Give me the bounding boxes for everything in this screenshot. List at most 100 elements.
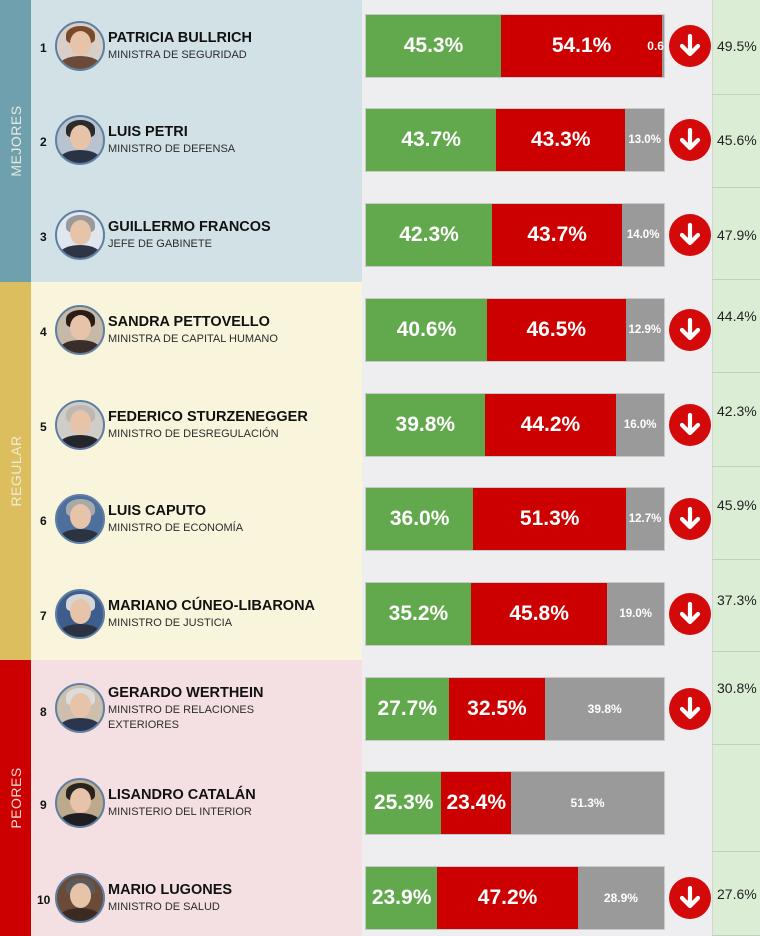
minister-row: 3 GUILLERMO FRANCOS JEFE DE GABINETE [31,200,362,270]
no-answer-segment: 12.7% [626,488,664,550]
rank-number: 5 [40,420,47,434]
minister-role: MINISTRO DE RELACIONES [108,704,255,716]
rank-number: 4 [40,325,47,339]
group-band-peores: PEORES [0,660,31,936]
approval-bar: 25.3% 23.4% 51.3% [365,771,665,835]
approve-segment: 35.2% [366,583,471,645]
group-band-mejores: MEJORES [0,0,31,282]
previous-approval-value: 47.9% [717,227,757,243]
avatar [55,210,105,260]
approval-bar: 36.0% 51.3% 12.7% [365,487,665,551]
rank-number: 7 [40,609,47,623]
approval-bar: 23.9% 47.2% 28.9% [365,866,665,930]
no-answer-segment: 51.3% [511,772,664,834]
avatar [55,683,105,733]
approve-segment: 39.8% [366,394,485,456]
minister-role: MINISTRO DE ECONOMÍA [108,522,244,534]
minister-role: MINISTRO DE DESREGULACIÓN [108,428,279,440]
trend-down-arrow-icon [669,498,711,540]
avatar [55,494,105,544]
approve-segment: 45.3% [366,15,501,77]
minister-name: SANDRA PETTOVELLO [108,314,270,330]
rank-number: 6 [40,514,47,528]
approve-segment: 25.3% [366,772,442,834]
approve-segment: 23.9% [366,867,438,929]
previous-approval-column [712,0,760,936]
disapprove-segment: 43.3% [496,109,626,171]
avatar [55,778,105,828]
minister-name: PATRICIA BULLRICH [108,30,252,46]
approval-bar: 40.6% 46.5% 12.9% [365,298,665,362]
no-answer-segment: 0.6 [647,15,664,77]
minister-row: 8 GERARDO WERTHEIN MINISTRO DE RELACIONES E… [31,674,362,744]
minister-role: MINISTRO DE JUSTICIA [108,617,233,629]
minister-row: 9 LISANDRO CATALÁN MINISTERIO DEL INTERIOR [31,768,362,838]
minister-name: LUIS PETRI [108,124,188,140]
disapprove-segment: 51.3% [473,488,627,550]
previous-approval-value: 44.4% [717,308,757,324]
disapprove-segment: 43.7% [492,204,623,266]
approve-segment: 43.7% [366,109,497,171]
avatar [55,21,105,71]
disapprove-segment: 47.2% [437,867,578,929]
previous-approval-value: 45.9% [717,497,757,513]
previous-cell: 47.9% [712,188,760,280]
trend-down-arrow-icon [669,214,711,256]
previous-approval-value: 27.6% [717,886,757,902]
minister-name: LUIS CAPUTO [108,503,207,519]
minister-role: MINISTRO DE DEFENSA [108,143,236,155]
previous-approval-value: 37.3% [717,592,757,608]
trend-down-arrow-icon [669,309,711,351]
minister-name: MARIO LUGONES [108,882,233,898]
avatar [55,873,105,923]
rank-number: 9 [40,798,47,812]
approval-bar: 35.2% 45.8% 19.0% [365,582,665,646]
rank-number: 8 [40,705,47,719]
minister-row: 4 SANDRA PETTOVELLO MINISTRA DE CAPITAL HU… [31,295,362,365]
approve-segment: 42.3% [366,204,493,266]
previous-cell: 42.3% [712,373,760,467]
minister-name: MARIANO CÚNEO-LIBARONA [108,598,316,614]
previous-cell [712,745,760,852]
disapprove-segment: 46.5% [486,299,626,361]
trend-down-arrow-icon [669,877,711,919]
minister-row: 2 LUIS PETRI MINISTRO DE DEFENSA [31,105,362,175]
group-label: REGULAR [7,435,24,507]
minister-row: 1 PATRICIA BULLRICH MINISTRA DE SEGURIDAD [31,11,362,81]
minister-role: MINISTRO DE SALUD [108,901,220,913]
approval-bar: 39.8% 44.2% 16.0% [365,393,665,457]
approve-segment: 27.7% [366,678,449,740]
trend-down-arrow-icon [669,119,711,161]
previous-cell: 37.3% [712,560,760,652]
minister-role: EXTERIORES [108,719,179,731]
minister-name: GUILLERMO FRANCOS [108,219,271,235]
trend-down-arrow-icon [669,404,711,446]
previous-cell: 44.4% [712,280,760,373]
minister-row: 5 FEDERICO STURZENEGGER MINISTRO DE DESREG… [31,390,362,460]
minister-row: 10 MARIO LUGONES MINISTRO DE SALUD [31,863,362,933]
previous-cell: 45.9% [712,467,760,560]
minister-name: LISANDRO CATALÁN [108,787,256,803]
approval-bar: 45.3%54.1%0.6 [365,14,665,78]
minister-role: MINISTERIO DEL INTERIOR [108,806,252,818]
group-label: MEJORES [7,105,24,177]
minister-role: MINISTRA DE CAPITAL HUMANO [108,333,278,345]
no-answer-segment: 12.9% [625,299,664,361]
rank-number: 1 [40,41,47,55]
trend-down-arrow-icon [669,593,711,635]
minister-name: GERARDO WERTHEIN [108,685,264,701]
minister-name: FEDERICO STURZENEGGER [108,409,308,425]
previous-approval-value: 42.3% [717,403,757,419]
previous-cell: 45.6% [712,95,760,188]
previous-cell: 27.6% [712,852,760,936]
group-label: PEORES [7,767,24,829]
approve-segment: 36.0% [366,488,474,550]
disapprove-segment: 23.4% [441,772,512,834]
approval-bar: 43.7% 43.3% 13.0% [365,108,665,172]
rank-number: 3 [40,230,47,244]
previous-approval-value: 45.6% [717,132,757,148]
approval-bar: 42.3% 43.7% 14.0% [365,203,665,267]
no-answer-segment: 39.8% [545,678,664,740]
previous-approval-value: 49.5% [717,38,757,54]
no-answer-segment: 19.0% [607,583,664,645]
